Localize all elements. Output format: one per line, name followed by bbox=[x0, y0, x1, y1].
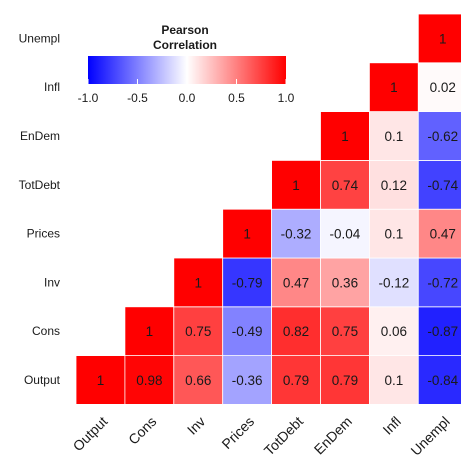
heatmap-cell bbox=[368, 306, 419, 356]
heatmap-cell bbox=[417, 257, 461, 308]
heatmap-cell bbox=[124, 306, 175, 356]
cell-value-label: -0.36 bbox=[232, 373, 263, 388]
heatmap-cell bbox=[417, 13, 461, 64]
y-tick-label: Prices bbox=[27, 227, 60, 241]
cell-value-label: 0.66 bbox=[185, 373, 211, 388]
cell-value-label: 1 bbox=[146, 324, 154, 339]
heatmap-cell bbox=[417, 306, 461, 356]
cell-value-label: -0.04 bbox=[330, 227, 361, 242]
cell-value-label: 0.12 bbox=[381, 178, 407, 193]
legend-tick-label: 0.0 bbox=[179, 91, 196, 105]
heatmap-cell bbox=[417, 159, 461, 210]
heatmap-cell bbox=[368, 62, 419, 112]
heatmap-cell bbox=[368, 159, 419, 210]
cell-value-label: -0.49 bbox=[232, 324, 263, 339]
cell-value-label: 0.75 bbox=[332, 324, 358, 339]
legend-ticks: -1.0 -0.5 0.0 0.5 1.0 bbox=[78, 79, 295, 105]
y-tick-label: EnDem bbox=[20, 129, 60, 143]
x-tick-label: Cons bbox=[125, 413, 159, 447]
heatmap-cell bbox=[222, 208, 272, 259]
heatmap-cell bbox=[75, 355, 126, 405]
heatmap-cell bbox=[271, 208, 321, 259]
x-tick-label: Infl bbox=[379, 413, 404, 438]
heatmap-cell bbox=[368, 111, 419, 161]
heatmap-cell bbox=[222, 306, 272, 356]
heatmap-cell bbox=[173, 257, 224, 308]
x-tick-label: TotDebt bbox=[261, 413, 307, 459]
cell-value-label: -0.74 bbox=[427, 178, 458, 193]
legend-tick-label: -1.0 bbox=[78, 91, 99, 105]
heatmap-cell bbox=[271, 355, 321, 405]
y-tick-label: Infl bbox=[44, 80, 60, 94]
heatmap-cells: 1 0.98 1 0.66 0.75 1 -0.36 -0.49 -0.79 1 0.79 0.82 0… bbox=[75, 13, 461, 405]
heatmap-cell bbox=[320, 257, 370, 308]
color-legend: Pearson Correlation -1.0 -0.5 0.0 0.5 1.0 bbox=[78, 23, 295, 105]
cell-value-label: 0.06 bbox=[381, 324, 407, 339]
heatmap-cell bbox=[417, 111, 461, 161]
heatmap-cell bbox=[173, 306, 224, 356]
heatmap-cell bbox=[417, 62, 461, 112]
cell-value-label: 1 bbox=[194, 275, 202, 290]
cell-value-label: 0.36 bbox=[332, 275, 358, 290]
cell-value-label: -0.72 bbox=[427, 275, 458, 290]
cell-value-label: -0.62 bbox=[427, 129, 458, 144]
y-tick-label: Output bbox=[24, 373, 61, 387]
cell-value-label: 0.98 bbox=[136, 373, 162, 388]
heatmap-cell bbox=[320, 306, 370, 356]
cell-value-label: 0.47 bbox=[283, 275, 309, 290]
cell-value-label: 0.1 bbox=[384, 129, 403, 144]
cell-value-label: 0.1 bbox=[384, 373, 403, 388]
cell-value-label: -0.79 bbox=[232, 275, 263, 290]
heatmap-cell bbox=[320, 208, 370, 259]
x-tick-label: Output bbox=[70, 413, 111, 454]
x-tick-label: EnDem bbox=[311, 413, 355, 457]
y-tick-label: Unempl bbox=[19, 31, 60, 45]
cell-value-label: 1 bbox=[390, 80, 398, 95]
heatmap-cell bbox=[320, 355, 370, 405]
cell-value-label: 0.79 bbox=[332, 373, 358, 388]
cell-value-label: -0.87 bbox=[427, 324, 458, 339]
cell-value-label: -0.32 bbox=[281, 227, 312, 242]
y-axis-labels: Output Cons Inv Prices TotDebt EnDem Infl Unemp… bbox=[19, 31, 61, 387]
cell-value-label: 1 bbox=[292, 178, 300, 193]
legend-tick-label: 1.0 bbox=[278, 91, 295, 105]
heatmap-cell bbox=[368, 355, 419, 405]
y-tick-label: Inv bbox=[44, 275, 60, 289]
cell-value-label: 0.1 bbox=[384, 227, 403, 242]
heatmap-cell bbox=[368, 208, 419, 259]
y-tick-label: TotDebt bbox=[19, 178, 61, 192]
cell-value-label: 1 bbox=[341, 129, 349, 144]
cell-value-label: 1 bbox=[243, 227, 251, 242]
cell-value-label: 1 bbox=[439, 31, 447, 46]
heatmap-cell bbox=[417, 355, 461, 405]
x-tick-label: Prices bbox=[218, 413, 257, 452]
cell-value-label: 0.79 bbox=[283, 373, 309, 388]
heatmap-cell bbox=[320, 111, 370, 161]
legend-title-line1: Pearson bbox=[161, 23, 208, 37]
cell-value-label: 0.75 bbox=[185, 324, 211, 339]
cell-value-label: -0.84 bbox=[427, 373, 458, 388]
cell-value-label: -0.12 bbox=[378, 275, 409, 290]
cell-value-label: 0.82 bbox=[283, 324, 309, 339]
heatmap-cell bbox=[417, 208, 461, 259]
heatmap-cell bbox=[222, 355, 272, 405]
x-tick-label: Unempl bbox=[407, 413, 452, 458]
cell-value-label: 0.02 bbox=[430, 80, 456, 95]
legend-tick-label: -0.5 bbox=[127, 91, 148, 105]
x-axis-labels: Output Cons Inv Prices TotDebt EnDem Infl Unemp… bbox=[70, 413, 453, 459]
cell-value-label: 1 bbox=[97, 373, 105, 388]
legend-title-line2: Correlation bbox=[153, 38, 217, 52]
heatmap-cell bbox=[124, 355, 175, 405]
heatmap-cell bbox=[271, 159, 321, 210]
cell-value-label: 0.74 bbox=[332, 178, 359, 193]
y-tick-label: Cons bbox=[32, 324, 60, 338]
legend-tick-label: 0.5 bbox=[228, 91, 245, 105]
heatmap-cell bbox=[173, 355, 224, 405]
cell-value-label: 0.47 bbox=[430, 227, 456, 242]
x-tick-label: Inv bbox=[184, 413, 209, 438]
